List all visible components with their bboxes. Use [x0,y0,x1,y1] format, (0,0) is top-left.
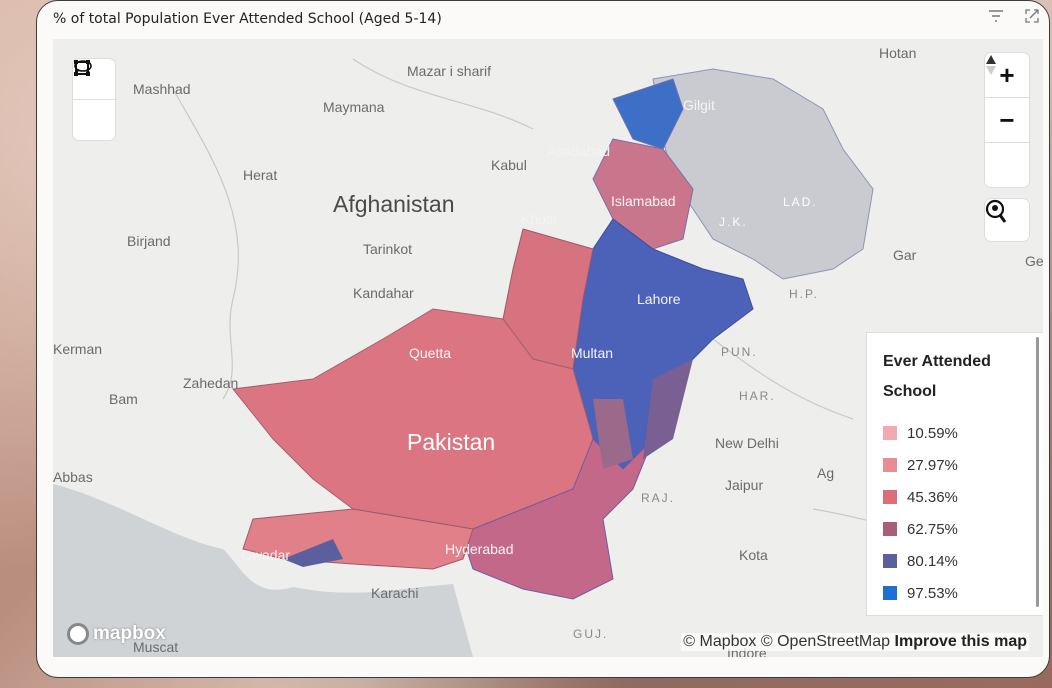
visual-title: % of total Population Ever Attended Scho… [53,11,442,27]
zoom-out-button[interactable]: − [985,97,1029,142]
visual-header-icons [985,5,1043,27]
arabian-sea [53,484,473,657]
legend-label: 27.97% [907,456,958,474]
choropleth-map[interactable]: Mashhad Mazar i sharif Maymana Herat Kab… [53,39,1043,657]
search-location-icon[interactable] [985,199,1029,241]
legend-items: 10.59% 27.97% 45.36% 62.75% 80.14% 97.53% [883,417,1043,609]
place-hyderabad: Hyderabad [445,541,514,557]
legend-label: 80.14% [907,552,958,570]
state-har: HAR. [739,389,776,403]
legend-label: 45.36% [907,488,958,506]
mapbox-logo-text: mapbox [93,623,166,644]
mapbox-logo-icon [67,623,89,645]
place-mashhad: Mashhad [133,81,191,97]
place-gar: Gar [893,247,917,263]
legend-scrollbar[interactable] [1036,337,1039,607]
place-jaipur: Jaipur [725,477,764,493]
legend-item[interactable]: 80.14% [883,545,1043,577]
place-mazar: Mazar i sharif [407,63,492,79]
region-multan-south [593,399,633,469]
place-abbas: Abbas [53,469,93,485]
place-afghanistan: Afghanistan [333,191,455,217]
legend-label: 97.53% [907,584,958,602]
place-multan: Multan [571,345,614,361]
place-lahore: Lahore [637,291,681,307]
place-muscat: Muscat [133,639,179,655]
legend-swatch [883,554,897,568]
legend-label: 10.59% [907,424,958,442]
place-gwadar: Gwadar [241,547,291,563]
selection-tools [73,59,115,140]
region-gwadar [283,539,343,567]
legend-item[interactable]: 45.36% [883,481,1043,513]
state-lad: LAD. [783,195,818,209]
legend: Ever Attended School 10.59% 27.97% 45.36% 6… [867,333,1043,615]
place-kota: Kota [739,547,768,563]
mapbox-logo[interactable]: mapbox [67,623,166,645]
zoom-controls: + − [985,53,1029,187]
state-guj: GUJ. [573,627,609,641]
map-canvas [53,58,1004,657]
legend-item[interactable]: 62.75% [883,513,1043,545]
place-tarinkot: Tarinkot [363,241,413,257]
place-karachi: Karachi [371,585,419,601]
place-khost: Khost [521,211,557,227]
zoom-in-button[interactable]: + [999,59,1015,90]
place-hotan: Hotan [879,45,917,61]
place-ag: Ag [817,465,835,481]
legend-swatch [883,458,897,472]
legend-swatch [883,426,897,440]
place-pakistan: Pakistan [407,429,496,455]
legend-swatch [883,490,897,504]
place-new-delhi: New Delhi [715,435,779,451]
region-kp [592,138,694,250]
expand-icon[interactable] [1021,5,1043,27]
rectangle-select-icon[interactable] [73,60,115,140]
legend-item[interactable]: 10.59% [883,417,1043,449]
legend-label: 62.75% [907,520,958,538]
legend-item[interactable]: 97.53% [883,577,1043,609]
place-asadabad: Asadabad [547,143,611,159]
legend-title: Ever Attended School [883,353,991,400]
map-visual-card: % of total Population Ever Attended Scho… [36,0,1050,678]
region-north [612,78,684,150]
state-jk: J.K. [719,215,748,229]
region-bahawalpur [643,359,693,459]
place-ge: Ge [1025,253,1043,269]
place-bam: Bam [109,391,138,407]
state-raj: RAJ. [641,491,676,505]
place-birjand: Birjand [127,233,171,249]
compass-icon[interactable] [985,55,1029,187]
place-islamabad: Islamabad [611,193,676,209]
place-maymana: Maymana [323,99,385,115]
place-herat: Herat [243,167,278,183]
place-kandahar: Kandahar [353,285,414,301]
place-gilgit: Gilgit [683,97,715,113]
place-kerman: Kerman [53,341,103,357]
filter-icon[interactable] [985,5,1007,27]
state-hp: H.P. [789,287,819,301]
improve-map-link[interactable]: Improve this map [894,633,1027,650]
legend-item[interactable]: 27.97% [883,449,1043,481]
state-pun: PUN. [721,345,758,359]
place-zahedan: Zahedan [183,375,239,391]
legend-swatch [883,522,897,536]
place-kabul: Kabul [491,157,527,173]
attribution-text[interactable]: © Mapbox © OpenStreetMap [683,633,891,650]
legend-swatch [883,586,897,600]
map-attribution: © Mapbox © OpenStreetMap Improve this ma… [681,633,1029,651]
place-quetta: Quetta [409,345,452,361]
